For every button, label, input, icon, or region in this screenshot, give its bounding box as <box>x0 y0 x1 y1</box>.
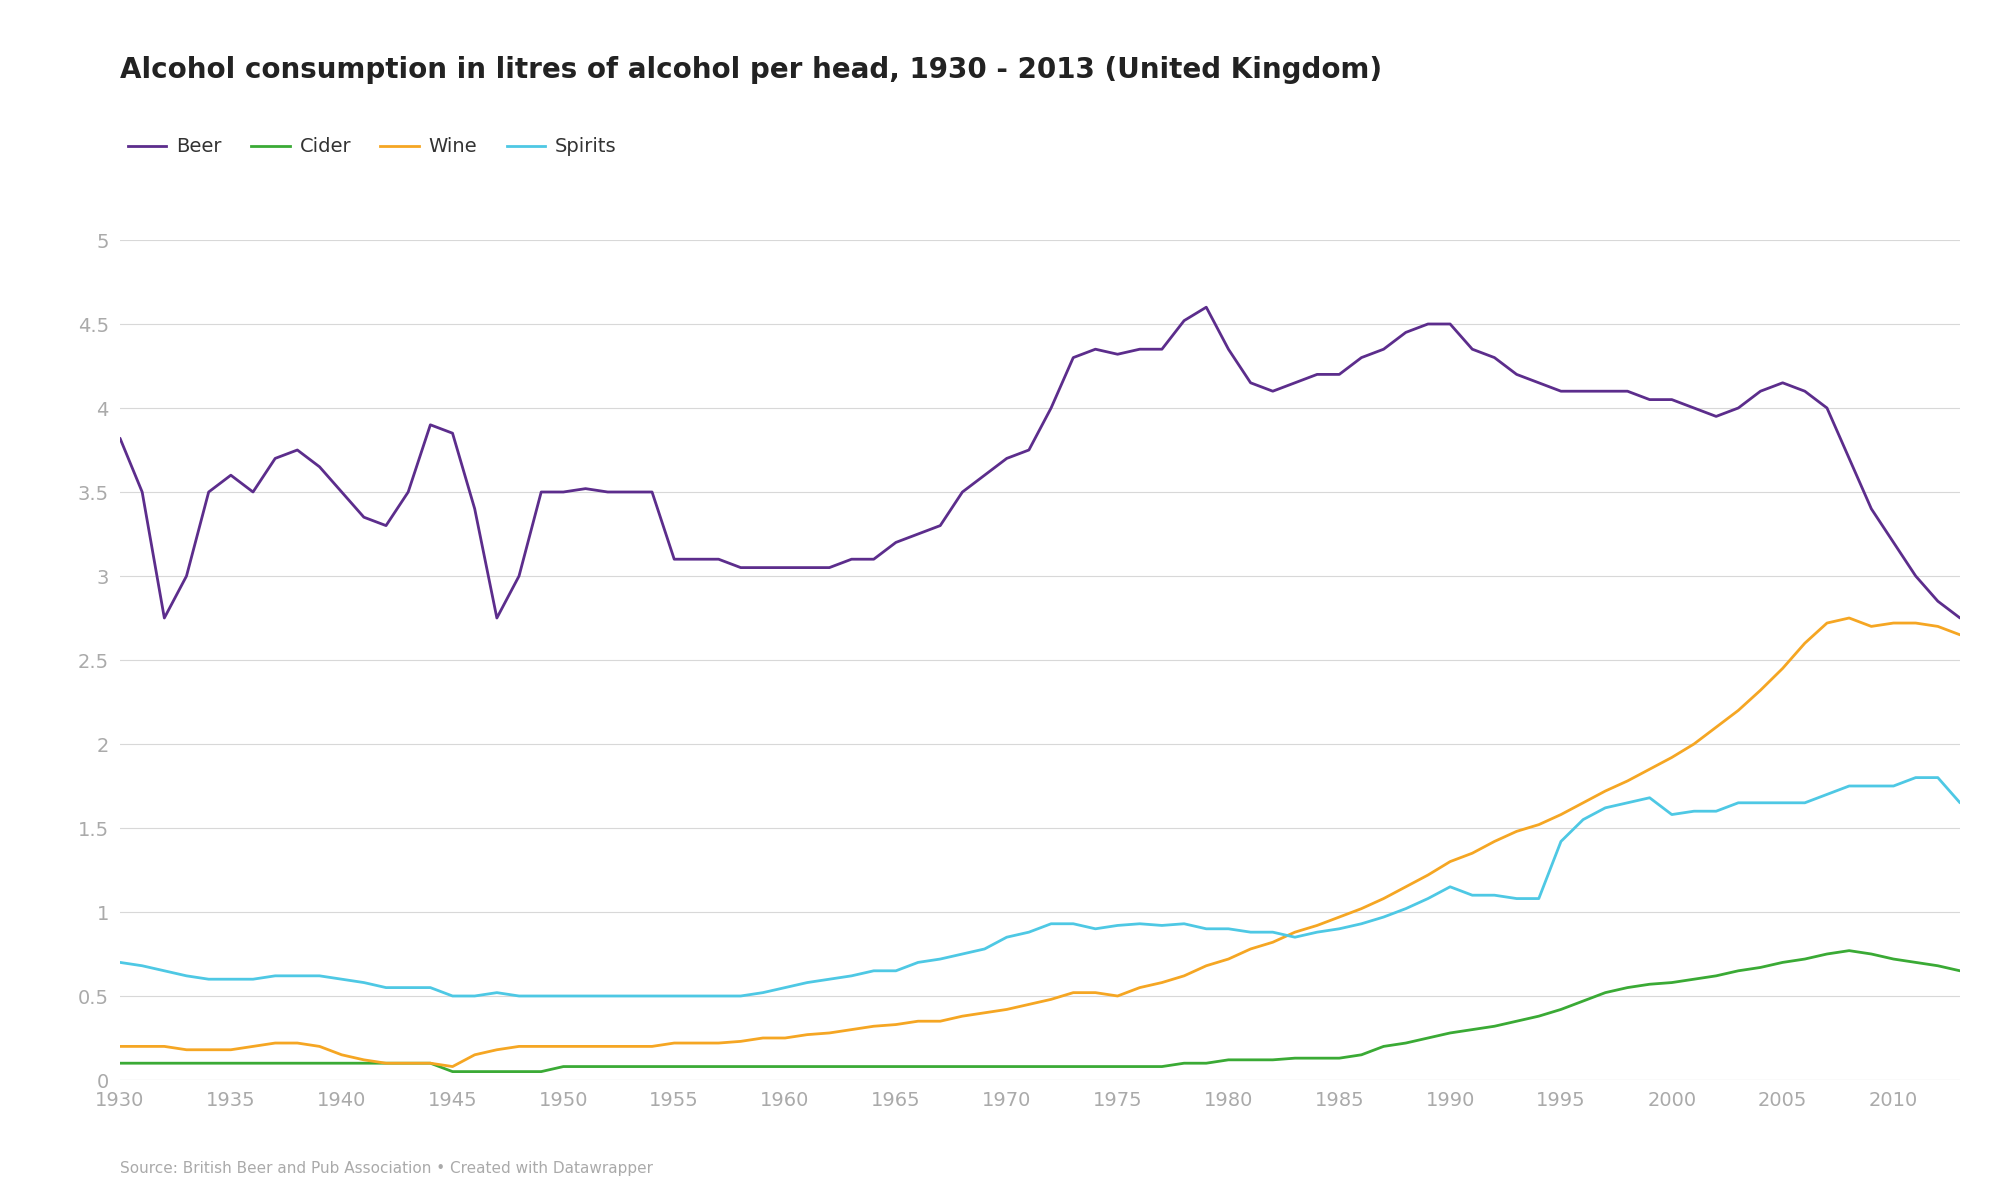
Text: Source: British Beer and Pub Association • Created with Datawrapper: Source: British Beer and Pub Association… <box>120 1162 652 1176</box>
Beer <box>152 611 176 625</box>
Line: Cider: Cider <box>120 950 1960 1072</box>
Cider <box>218 1056 242 1070</box>
Cider <box>1838 943 1862 958</box>
Cider <box>1040 1060 1064 1074</box>
Spirits <box>1948 796 1972 810</box>
Wine <box>1616 774 1640 788</box>
Line: Wine: Wine <box>120 618 1960 1067</box>
Beer <box>950 485 974 499</box>
Wine <box>218 1043 242 1057</box>
Wine <box>1948 628 1972 642</box>
Wine <box>950 1009 974 1024</box>
Cider <box>1616 980 1640 995</box>
Beer <box>108 431 132 445</box>
Wine <box>130 1039 154 1054</box>
Wine <box>108 1039 132 1054</box>
Spirits <box>108 955 132 970</box>
Beer <box>1948 611 1972 625</box>
Text: Alcohol consumption in litres of alcohol per head, 1930 - 2013 (United Kingdom): Alcohol consumption in litres of alcohol… <box>120 56 1382 84</box>
Beer <box>1548 384 1572 398</box>
Beer <box>242 485 266 499</box>
Line: Beer: Beer <box>120 307 1960 618</box>
Cider <box>1948 964 1972 978</box>
Cider <box>440 1064 464 1079</box>
Spirits <box>1616 796 1640 810</box>
Line: Spirits: Spirits <box>120 778 1960 996</box>
Legend: Beer, Cider, Wine, Spirits: Beer, Cider, Wine, Spirits <box>120 130 624 164</box>
Wine <box>440 1060 464 1074</box>
Spirits <box>130 959 154 973</box>
Beer <box>1040 401 1064 415</box>
Beer <box>130 485 154 499</box>
Spirits <box>950 947 974 961</box>
Cider <box>950 1060 974 1074</box>
Wine <box>1526 817 1550 832</box>
Spirits <box>1040 917 1064 931</box>
Spirits <box>440 989 464 1003</box>
Cider <box>1526 1009 1550 1024</box>
Wine <box>1838 611 1862 625</box>
Beer <box>1194 300 1218 314</box>
Spirits <box>1904 770 1928 785</box>
Cider <box>130 1056 154 1070</box>
Cider <box>108 1056 132 1070</box>
Spirits <box>1526 892 1550 906</box>
Beer <box>1638 392 1662 407</box>
Wine <box>1040 992 1064 1007</box>
Spirits <box>218 972 242 986</box>
